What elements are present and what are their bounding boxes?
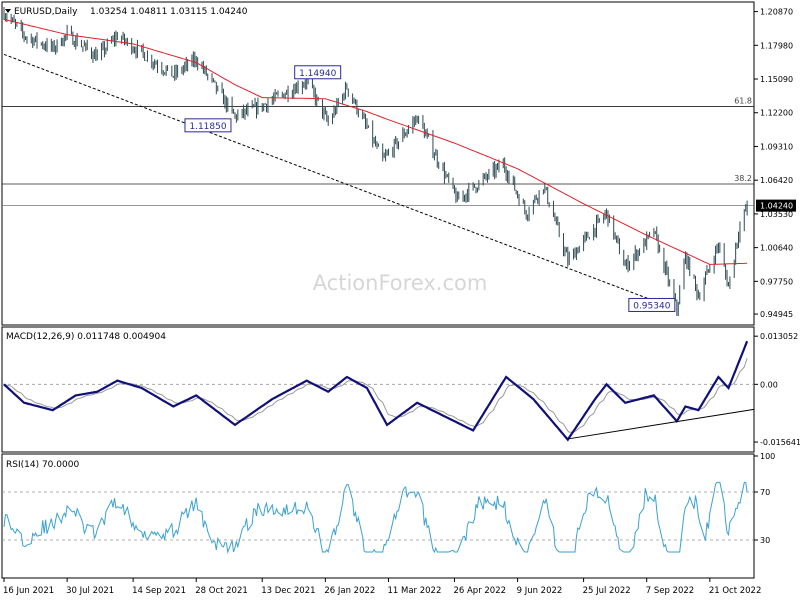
last-price-box (756, 199, 796, 212)
x-tick-label: 16 Jun 2021 (3, 586, 54, 596)
moving-average-line (3, 18, 748, 265)
x-tick-label: 13 Dec 2021 (261, 586, 315, 596)
rsi-y-tick-label: 100 (760, 452, 775, 461)
rsi-y-tick-label: 30 (760, 536, 770, 545)
macd-label: MACD(12,26,9) 0.011748 0.004904 (6, 332, 166, 342)
price-callout-label: 1.14940 (299, 69, 336, 79)
x-tick-label: 11 Mar 2022 (387, 586, 441, 596)
price-callout-label: 1.11850 (189, 122, 226, 132)
rsi-y-tick-label: 70 (760, 488, 770, 497)
price-y-tick-label: 1.00640 (760, 244, 793, 253)
price-y-tick-label: 1.12200 (760, 109, 793, 118)
macd-pane: MACD(12,26,9) 0.011748 0.004904 0.013052… (1, 326, 800, 453)
ohlc-label: 1.03254 1.04811 1.03115 1.04240 (90, 7, 248, 17)
x-tick-label: 14 Sep 2021 (132, 586, 186, 596)
x-tick-label: 28 Oct 2021 (195, 586, 248, 596)
x-tick-label: 7 Sep 2022 (646, 586, 694, 596)
price-y-tick-label: 1.17980 (760, 41, 793, 50)
x-tick-label: 25 Jul 2022 (583, 586, 631, 596)
macd-y-tick-label: 0.00 (760, 380, 778, 389)
macd-y-tick-label: 0.013052 (760, 332, 798, 341)
watermark: ActionForex.com (313, 271, 488, 295)
macd-pane-frame (1, 326, 755, 453)
price-callout-box (294, 65, 342, 80)
x-axis: 16 Jun 2021 30 Jul 2021 14 Sep 2021 28 Oct … (3, 578, 761, 596)
price-y-tick-label: 1.03530 (760, 210, 793, 219)
price-y-tick-label: 1.20870 (760, 8, 793, 17)
price-callout-label: 0.95340 (633, 301, 670, 311)
x-tick-label: 21 Oct 2022 (709, 586, 762, 596)
x-tick-label: 30 Jul 2021 (66, 586, 114, 596)
macd-line (3, 340, 749, 442)
price-callout-box (628, 297, 676, 312)
rsi-pane: RSI(14) 70.0000 100 70 30 (1, 452, 775, 579)
fib-level-label: 61.8 (734, 97, 752, 106)
price-y-tick-label: 0.94945 (760, 310, 793, 319)
x-tick-label: 9 Jun 2022 (517, 586, 563, 596)
price-pane-frame (1, 1, 755, 326)
price-y-tick-label: 0.97750 (760, 277, 793, 286)
rsi-pane-frame (1, 453, 755, 579)
price-y-tick-label: 1.15090 (760, 75, 793, 84)
price-pane: ActionForex.com EURUSD,Daily 1.03254 1.0… (1, 1, 796, 326)
symbol-label: EURUSD,Daily (14, 7, 78, 17)
macd-y-tick-label: -0.015641 (760, 438, 800, 447)
rsi-label: RSI(14) 70.0000 (6, 460, 79, 470)
last-price-label: 1.04240 (760, 202, 793, 211)
rsi-line (3, 481, 748, 554)
x-tick-label: 26 Apr 2022 (453, 586, 506, 596)
macd-trendline (567, 408, 755, 440)
price-y-tick-label: 1.06420 (760, 176, 793, 185)
collapse-triangle-icon[interactable] (5, 9, 11, 13)
price-callout-box (184, 118, 232, 133)
price-y-tick-label: 1.09310 (760, 142, 793, 151)
fib-level-label: 38.2 (734, 174, 752, 183)
x-tick-label: 26 Jan 2022 (324, 586, 375, 596)
